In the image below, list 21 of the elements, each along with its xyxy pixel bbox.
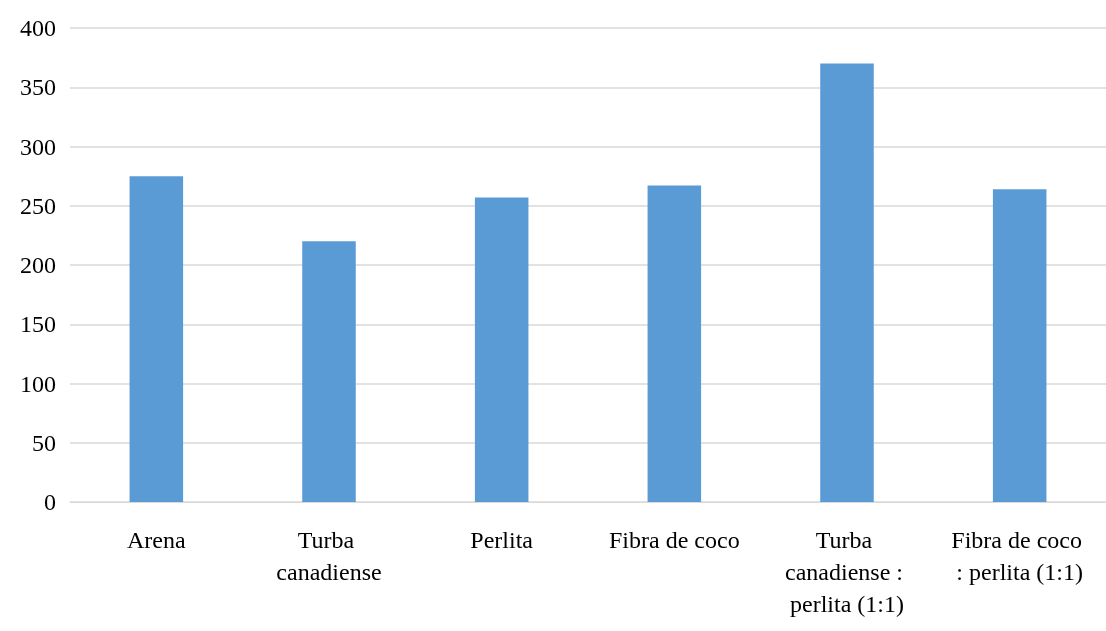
bar (820, 63, 874, 502)
bar (302, 241, 356, 502)
y-tick-label: 150 (20, 311, 56, 338)
y-tick-label: 50 (32, 429, 56, 456)
y-tick-label: 250 (20, 192, 56, 219)
bar (129, 176, 184, 502)
y-tick-label: 300 (20, 133, 56, 160)
y-tick-label: 400 (20, 15, 56, 41)
x-tick-label: Arena (127, 527, 186, 553)
y-tick-label: 350 (20, 74, 56, 101)
y-tick-label: 100 (20, 370, 56, 397)
bar (647, 185, 702, 502)
x-tick-label: Turba canadiense : perlita (1:1) (785, 527, 909, 617)
bar (474, 197, 529, 502)
y-tick-label: 200 (20, 252, 56, 278)
y-tick-label: 0 (44, 489, 56, 515)
bar (992, 189, 1047, 502)
x-tick-label: Fibra de coco : perlita (1:1) (951, 527, 1088, 585)
x-tick-label: Perlita (470, 527, 534, 553)
x-tick-label: Fibra de coco (609, 527, 740, 553)
x-tick-label: Turba canadiense (276, 527, 382, 585)
